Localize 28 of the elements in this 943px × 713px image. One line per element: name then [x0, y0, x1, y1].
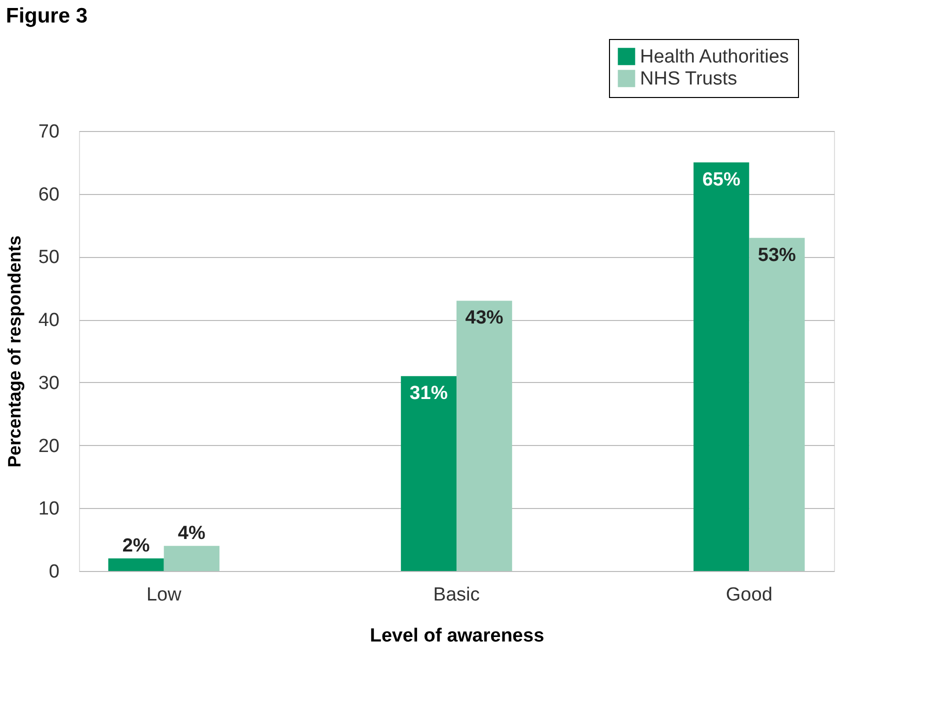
x-axis-title: Level of awareness — [370, 626, 544, 646]
y-tick-label: 70 — [38, 122, 60, 142]
data-label: 53% — [758, 244, 796, 266]
bar — [108, 558, 164, 571]
data-label: 31% — [410, 383, 448, 404]
data-label: 4% — [178, 522, 206, 544]
y-tick-label: 30 — [38, 372, 60, 394]
y-tick-label: 40 — [38, 310, 60, 332]
y-tick-label: 10 — [38, 498, 60, 520]
data-label: 43% — [465, 308, 504, 329]
chart-title: Figure 3 — [6, 4, 88, 28]
x-tick-label: Low — [146, 584, 182, 606]
data-label: 65% — [702, 169, 740, 190]
y-tick-label: 50 — [38, 247, 60, 268]
data-label: 2% — [122, 535, 150, 556]
x-tick-label: Good — [726, 584, 772, 606]
bar — [749, 238, 805, 571]
bar — [164, 546, 220, 571]
bar — [400, 376, 456, 571]
y-tick-label: 20 — [38, 436, 60, 457]
x-tick-label: Basic — [433, 584, 480, 606]
y-axis-title: Percentage of respondents — [4, 235, 24, 468]
y-tick-label: 60 — [38, 184, 60, 206]
legend-label: NHS Trusts — [640, 68, 738, 90]
y-tick-label: 0 — [48, 562, 60, 582]
bar — [694, 162, 750, 571]
legend-label: Health Authorities — [640, 46, 789, 68]
bar — [456, 300, 512, 571]
